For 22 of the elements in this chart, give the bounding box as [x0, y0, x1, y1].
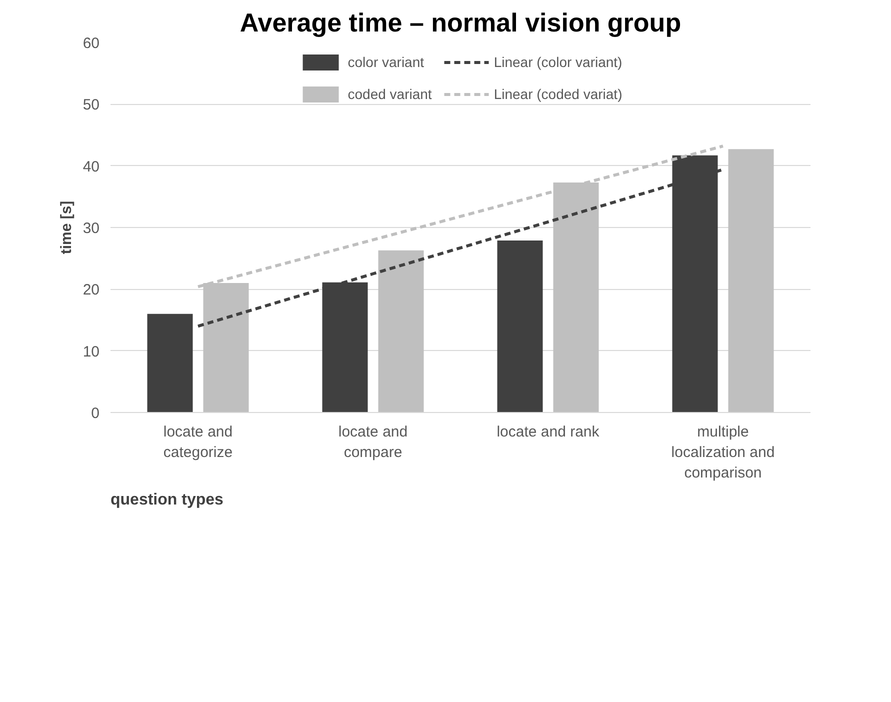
bar — [497, 240, 543, 412]
legend-label: Linear (coded variat) — [494, 86, 622, 102]
legend-label: coded variant — [348, 86, 432, 102]
x-tick-label: locate and rank — [496, 424, 600, 440]
y-tick-label: 50 — [82, 96, 100, 114]
y-tick-label: 30 — [82, 220, 100, 237]
x-tick-label: multiple localization and comparison — [671, 424, 775, 482]
y-tick-label: 40 — [82, 158, 100, 176]
x-axis-title: question types — [110, 492, 224, 508]
y-tick-label: 60 — [82, 35, 100, 52]
legend-label: Linear (color variant) — [494, 54, 622, 70]
x-tick-label: locate and compare — [338, 424, 408, 461]
y-axis-title: time [s] — [58, 200, 75, 254]
y-tick-label: 0 — [91, 405, 100, 422]
chart-title: Average time – normal vision group — [240, 8, 682, 38]
x-tick-label: locate and categorize — [163, 424, 233, 461]
y-tick-label: 10 — [82, 343, 100, 360]
bar — [728, 149, 774, 412]
legend-label: color variant — [348, 54, 424, 70]
bar — [147, 314, 193, 412]
y-tick-label: 20 — [82, 282, 100, 299]
bar — [378, 250, 424, 412]
